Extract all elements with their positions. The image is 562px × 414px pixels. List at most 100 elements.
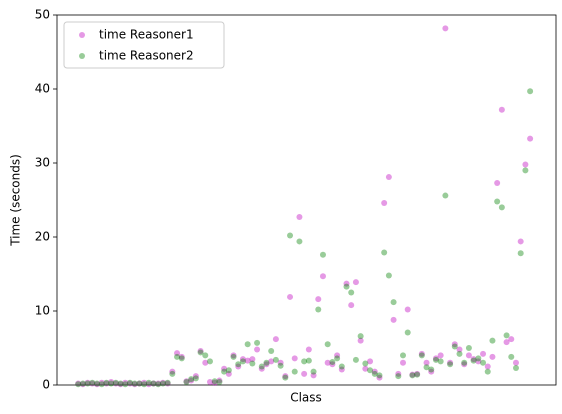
point — [159, 380, 166, 387]
point — [206, 379, 213, 386]
point — [324, 359, 331, 366]
point — [319, 273, 326, 280]
point — [451, 343, 458, 350]
point — [385, 272, 392, 279]
point — [216, 379, 223, 386]
point — [216, 377, 223, 384]
point — [362, 360, 369, 367]
point — [447, 361, 454, 368]
point — [367, 367, 374, 374]
point — [367, 358, 374, 365]
point — [225, 367, 232, 374]
point — [461, 361, 468, 368]
point — [131, 381, 138, 388]
point — [131, 380, 138, 387]
point — [117, 381, 124, 388]
point — [169, 368, 176, 375]
point — [89, 380, 96, 387]
point — [291, 355, 298, 362]
point — [442, 25, 449, 32]
point — [310, 368, 317, 375]
legend-label: time Reasoner1 — [99, 28, 194, 42]
point — [112, 380, 119, 387]
point — [400, 352, 407, 359]
point — [432, 355, 439, 362]
point — [84, 380, 91, 387]
point — [437, 358, 444, 365]
point — [98, 381, 105, 388]
point — [334, 352, 341, 359]
point — [94, 380, 101, 387]
point — [324, 341, 331, 348]
point — [522, 167, 529, 174]
point — [126, 380, 133, 387]
y-axis-label: Time (seconds) — [9, 154, 23, 247]
point — [141, 381, 148, 388]
point — [381, 249, 388, 256]
y-tick-label: 10 — [35, 304, 50, 318]
point — [517, 238, 524, 245]
point — [239, 358, 246, 365]
point — [178, 353, 185, 360]
point — [390, 299, 397, 306]
point — [409, 372, 416, 379]
point — [287, 293, 294, 300]
point — [428, 368, 435, 375]
point — [206, 358, 213, 365]
point — [221, 365, 228, 372]
point — [418, 350, 425, 357]
point — [249, 360, 256, 367]
point — [108, 380, 115, 387]
point — [296, 214, 303, 221]
y-tick-label: 40 — [35, 82, 50, 96]
point — [409, 371, 416, 378]
point — [178, 355, 185, 362]
point — [494, 179, 501, 186]
point — [301, 370, 308, 377]
point — [376, 374, 383, 381]
point — [352, 356, 359, 363]
point — [348, 302, 355, 309]
point — [395, 370, 402, 377]
point — [470, 356, 477, 363]
point — [263, 359, 270, 366]
point — [287, 232, 294, 239]
point — [489, 337, 496, 344]
point — [404, 329, 411, 336]
point — [348, 289, 355, 296]
point — [498, 204, 505, 211]
point — [211, 379, 218, 386]
point — [174, 353, 181, 360]
point — [319, 251, 326, 258]
point — [465, 352, 472, 359]
point — [484, 363, 491, 370]
point — [357, 337, 364, 344]
point — [192, 373, 199, 380]
point — [475, 355, 482, 362]
point — [512, 364, 519, 371]
point — [263, 361, 270, 368]
point — [103, 379, 110, 386]
point — [484, 368, 491, 375]
point — [145, 381, 152, 388]
point — [183, 379, 190, 386]
point — [268, 347, 275, 354]
point — [75, 381, 82, 388]
point — [418, 352, 425, 359]
point — [249, 356, 256, 363]
point — [197, 347, 204, 354]
point — [174, 350, 181, 357]
point — [150, 380, 157, 387]
point — [75, 380, 82, 387]
point — [352, 279, 359, 286]
point — [112, 379, 119, 386]
point — [159, 379, 166, 386]
point — [202, 352, 209, 359]
point — [155, 381, 162, 388]
point — [258, 363, 265, 370]
point — [404, 306, 411, 313]
point — [282, 373, 289, 380]
point — [503, 339, 510, 346]
y-tick-label: 50 — [35, 8, 50, 22]
